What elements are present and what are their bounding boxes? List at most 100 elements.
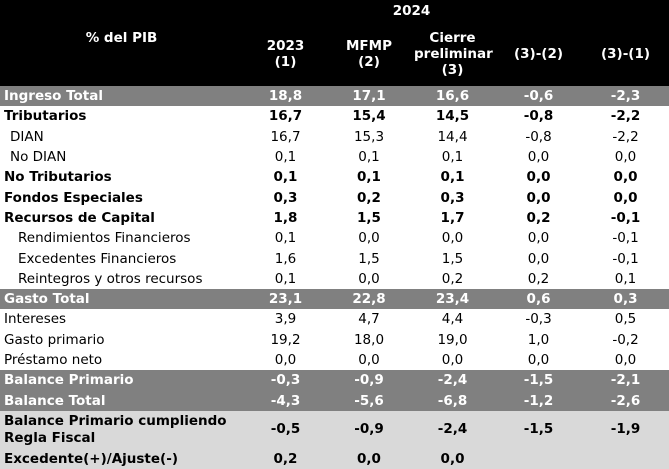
cell-value: 4,4 xyxy=(441,311,464,328)
cell-value: 0,0 xyxy=(614,149,637,166)
table-row: Intereses 3,9 4,7 4,4 -0,3 0,5 xyxy=(0,309,669,329)
cell-value: 0,0 xyxy=(526,189,551,206)
cell-value: 1,0 xyxy=(527,331,550,348)
header-row-label: % del PIB xyxy=(0,22,243,86)
cell-value: 0,1 xyxy=(441,149,464,166)
cell-value: 0,0 xyxy=(358,230,380,247)
cell-value: -0,3 xyxy=(243,370,328,391)
cell-value: -2,6 xyxy=(582,390,669,411)
row-label: Intereses xyxy=(4,311,67,328)
cell-value: 15,3 xyxy=(353,128,385,145)
table-row: Ingreso Total 18,8 17,1 16,6 -0,6 -2,3 xyxy=(0,86,669,107)
cell-value: -2,3 xyxy=(582,86,669,107)
cell-value: 0,0 xyxy=(274,352,297,368)
cell-value: 23,4 xyxy=(410,288,496,310)
cell-value: 0,5 xyxy=(614,311,637,328)
header-empty-cell xyxy=(495,0,583,22)
cell-value: -0,6 xyxy=(495,86,583,107)
cell-value: 0,2 xyxy=(243,448,328,469)
cell-value: -0,8 xyxy=(525,128,552,145)
cell-value: -1,9 xyxy=(582,410,669,449)
cell-value: -0,3 xyxy=(525,311,552,328)
cell-value: -2,4 xyxy=(410,410,496,449)
cell-value: 16,6 xyxy=(410,86,496,107)
cell-value: 0,0 xyxy=(613,189,638,206)
row-label: Balance Primario cumpliendo Regla Fiscal xyxy=(0,410,243,449)
cell-value: 0,0 xyxy=(410,448,496,469)
cell-value: 0,3 xyxy=(273,189,298,206)
row-label: Balance Total xyxy=(0,390,243,411)
cell-value: 4,7 xyxy=(358,311,380,328)
cell-value: -2,2 xyxy=(612,128,639,145)
cell-value: 0,0 xyxy=(527,230,550,247)
cell-value: -0,8 xyxy=(523,108,554,125)
table-row: Recursos de Capital 1,8 1,5 1,7 0,2 -0,1 xyxy=(0,208,669,228)
cell-value: 14,5 xyxy=(435,108,470,125)
row-label: Gasto primario xyxy=(4,331,105,348)
cell-value: 1,6 xyxy=(274,250,297,267)
cell-value: 16,7 xyxy=(268,108,303,125)
cell-value: 0,2 xyxy=(441,270,464,287)
cell-value: 0,0 xyxy=(527,149,550,166)
row-label: Ingreso Total xyxy=(0,86,243,107)
row-label: DIAN xyxy=(10,128,44,145)
cell-value xyxy=(582,448,669,469)
table-row: Excedentes Financieros 1,6 1,5 1,5 0,0 -0,1 xyxy=(0,248,669,268)
table-row: Fondos Especiales 0,3 0,2 0,3 0,0 0,0 xyxy=(0,187,669,207)
cell-value: 3,9 xyxy=(274,311,297,328)
cell-value: -6,8 xyxy=(410,390,496,411)
cell-value: -0,9 xyxy=(328,410,410,449)
cell-value: 17,1 xyxy=(328,86,410,107)
cell-value: -2,4 xyxy=(410,370,496,391)
cell-value: 0,0 xyxy=(526,169,551,186)
cell-value: 0,2 xyxy=(526,209,551,226)
table-body: Ingreso Total 18,8 17,1 16,6 -0,6 -2,3 Tributa… xyxy=(0,86,669,469)
cell-value: 0,3 xyxy=(440,189,465,206)
table-header: 2024 % del PIB 2023 (1) MFMP (2) Cierre preli… xyxy=(0,0,669,86)
cell-value: -2,2 xyxy=(610,108,641,125)
column-header: 2023 (1) xyxy=(243,22,328,86)
cell-value: 0,0 xyxy=(441,230,464,247)
cell-value: 0,0 xyxy=(614,352,637,368)
cell-value: -0,1 xyxy=(610,209,641,226)
cell-value: 0,2 xyxy=(357,189,381,206)
table-row: Balance Primario -0,3 -0,9 -2,4 -1,5 -2,1 xyxy=(0,370,669,391)
cell-value: 0,0 xyxy=(358,270,380,287)
table-row: No Tributarios 0,1 0,1 0,1 0,0 0,0 xyxy=(0,167,669,187)
table-row: Gasto primario 19,2 18,0 19,0 1,0 -0,2 xyxy=(0,330,669,350)
table-row: Balance Total -4,3 -5,6 -6,8 -1,2 -2,6 xyxy=(0,390,669,411)
cell-value: 0,1 xyxy=(274,230,297,247)
cell-value: 18,0 xyxy=(353,331,385,348)
cell-value: -0,9 xyxy=(328,370,410,391)
column-header: MFMP (2) xyxy=(328,22,410,86)
table-row: Reintegros y otros recursos 0,1 0,0 0,2 0,2 0… xyxy=(0,269,669,289)
cell-value: 0,0 xyxy=(328,448,410,469)
cell-value: -1,5 xyxy=(495,370,583,391)
column-header: Cierre preliminar (3) xyxy=(410,22,496,86)
table-row: DIAN 16,7 15,3 14,4 -0,8 -2,2 xyxy=(0,127,669,147)
cell-value: 1,5 xyxy=(358,250,380,267)
cell-value: 0,6 xyxy=(495,288,583,310)
cell-value: 0,0 xyxy=(527,352,550,368)
header-empty-cell xyxy=(582,0,669,22)
cell-value: 1,5 xyxy=(441,250,464,267)
row-label: Rendimientos Financieros xyxy=(18,230,191,247)
row-label: Excedentes Financieros xyxy=(18,250,177,267)
cell-value: 19,0 xyxy=(437,331,468,348)
cell-value: -0,2 xyxy=(612,331,639,348)
cell-value: 0,1 xyxy=(274,149,297,166)
cell-value: -5,6 xyxy=(328,390,410,411)
table-row: Gasto Total 23,1 22,8 23,4 0,6 0,3 xyxy=(0,288,669,310)
cell-value: 1,7 xyxy=(440,209,465,226)
cell-value: 19,2 xyxy=(270,331,301,348)
cell-value: -0,1 xyxy=(612,250,639,267)
cell-value: 15,4 xyxy=(352,108,386,125)
cell-value: 0,1 xyxy=(357,169,381,186)
cell-value: 0,0 xyxy=(613,169,638,186)
table-row: Tributarios 16,7 15,4 14,5 -0,8 -2,2 xyxy=(0,106,669,126)
cell-value: 0,1 xyxy=(274,270,297,287)
cell-value: 0,2 xyxy=(527,270,550,287)
header-year-group: 2024 xyxy=(328,0,496,22)
cell-value: 0,0 xyxy=(527,250,550,267)
